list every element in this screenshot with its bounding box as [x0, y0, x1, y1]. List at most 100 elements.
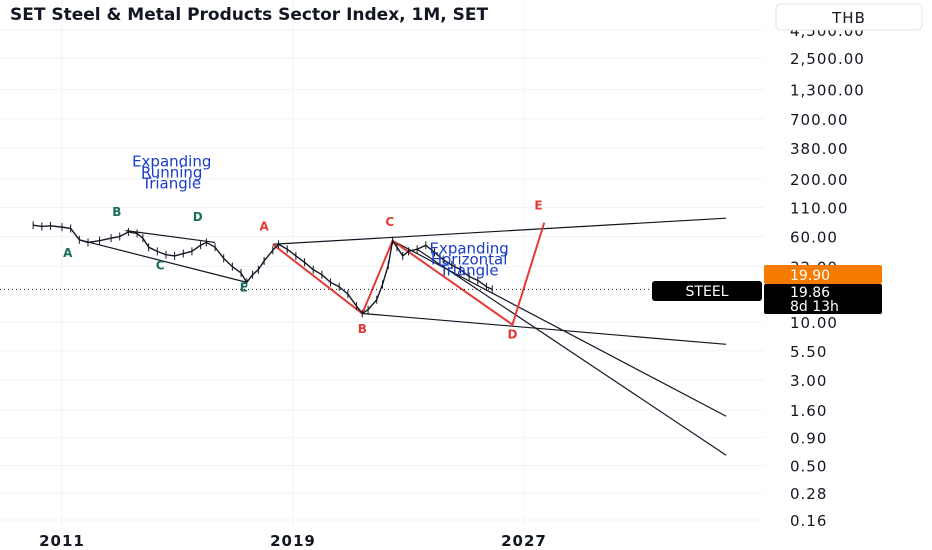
y-tick-label: 3.00	[790, 372, 827, 390]
price-segment	[425, 244, 435, 253]
symbol-tag[interactable]	[652, 281, 762, 301]
price-segment	[392, 240, 398, 248]
price-segment	[416, 244, 427, 250]
currency-button[interactable]	[775, 3, 923, 31]
wave-label: D	[193, 210, 203, 224]
y-tick-label: 0.16	[790, 512, 827, 530]
price-segment	[128, 231, 138, 235]
price-segment	[99, 237, 112, 242]
wave-label: A	[259, 220, 269, 234]
x-tick-label: 2027	[501, 532, 547, 550]
price-segment	[206, 241, 216, 248]
price-segment	[347, 293, 358, 307]
price-segment	[286, 248, 297, 257]
price-segment	[252, 269, 259, 276]
wave-label: B	[358, 322, 367, 336]
price-segment	[408, 248, 418, 253]
last-price-tag[interactable]	[764, 284, 882, 314]
price-segment	[165, 254, 175, 257]
price-segment	[231, 266, 242, 274]
price-segment	[136, 232, 144, 239]
y-tick-label: 2,500.00	[790, 50, 865, 68]
x-tick-label: 2011	[39, 532, 85, 550]
price-segment	[41, 225, 51, 228]
price-segment	[486, 286, 493, 291]
price-segment	[387, 240, 394, 266]
symbol-tag-label: STEEL	[686, 284, 729, 300]
price-segment	[142, 237, 150, 248]
price-segment	[246, 274, 254, 283]
orange-price-value: 19.90	[790, 268, 830, 284]
chart-grid	[0, 0, 764, 530]
price-segment	[183, 250, 193, 255]
price-segment	[304, 261, 314, 271]
y-tick-label: 200.00	[790, 171, 849, 189]
orange-price-tag[interactable]	[764, 265, 882, 284]
running-triangle-lower[interactable]	[79, 239, 247, 283]
y-tick-label: 1.60	[790, 402, 827, 420]
wave-label: D	[507, 328, 517, 342]
chart-title: SET Steel & Metal Products Sector Index,…	[10, 5, 489, 25]
wave-label: A	[63, 246, 73, 260]
wave-label: C	[156, 259, 165, 273]
price-segment	[79, 239, 89, 244]
price-segment	[295, 255, 305, 263]
x-axis[interactable]: 2011 2019 2027	[39, 532, 547, 550]
wave-label: E	[534, 198, 542, 212]
price-segment	[257, 260, 265, 271]
y-tick-label: 0.28	[790, 485, 827, 503]
wave-label: E	[240, 281, 248, 295]
wave-label: C	[385, 215, 394, 229]
pattern-annotation: Expanding Horizontal Triangle	[429, 240, 508, 280]
wave-label: B	[112, 205, 121, 219]
price-segment	[376, 284, 384, 300]
y-tick-label: 110.00	[790, 200, 849, 218]
y-tick-label: 700.00	[790, 111, 849, 129]
currency-label: THB	[831, 9, 866, 27]
price-series	[32, 221, 493, 318]
price-segment	[263, 249, 274, 262]
descending-line-2[interactable]	[416, 248, 727, 456]
price-segment	[442, 259, 453, 266]
price-segment	[460, 269, 470, 278]
price-segment	[355, 305, 363, 314]
y-tick-label: 10.00	[790, 314, 838, 332]
price-segment	[110, 235, 120, 239]
trend-lines	[79, 217, 727, 456]
price-segment	[148, 246, 158, 252]
price-segment	[381, 264, 389, 285]
price-segment	[396, 246, 404, 257]
price-segment	[367, 299, 378, 311]
price-segment	[477, 279, 487, 288]
price-segment	[50, 225, 63, 228]
y-tick-label: 0.90	[790, 429, 827, 447]
price-segment	[157, 250, 167, 256]
y-tick-label: 380.00	[790, 140, 849, 158]
bar-countdown: 8d 13h	[790, 299, 839, 315]
upper-boundary[interactable]	[272, 217, 727, 245]
price-segment	[174, 252, 184, 257]
price-segment	[223, 257, 233, 268]
price-segment	[468, 275, 479, 281]
x-tick-label: 2019	[270, 532, 316, 550]
price-segment	[240, 272, 248, 283]
last-price-value: 19.86	[790, 285, 830, 301]
price-segment	[272, 243, 280, 251]
price-segment	[191, 244, 202, 252]
price-segment	[61, 226, 71, 230]
pattern-annotation: Expanding Running Triangle	[132, 152, 211, 192]
price-segment	[312, 269, 323, 276]
y-tick-label: 0.50	[790, 457, 827, 475]
price-segment	[338, 286, 349, 295]
price-segment	[214, 246, 225, 259]
price-segment	[402, 250, 409, 257]
lower-boundary[interactable]	[362, 312, 727, 345]
price-segment	[321, 274, 332, 283]
price-segment	[33, 224, 42, 228]
y-tick-label: 1,300.00	[790, 81, 865, 99]
y-tick-label: 5.50	[790, 343, 827, 361]
price-segment	[70, 228, 80, 241]
price-segment	[361, 309, 369, 315]
running-triangle-upper[interactable]	[125, 229, 216, 244]
